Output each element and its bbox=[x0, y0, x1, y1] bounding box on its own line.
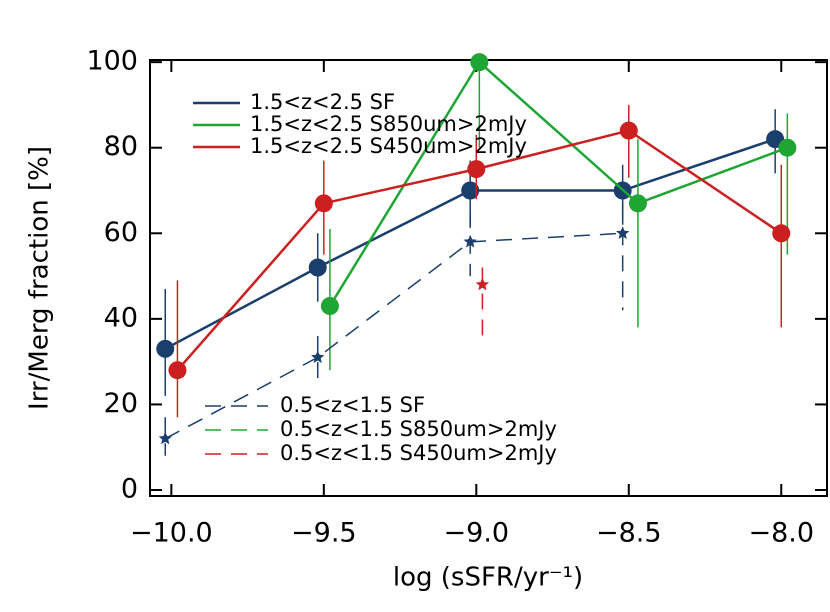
y-tick-label: 80 bbox=[104, 131, 138, 162]
marker bbox=[156, 339, 175, 358]
x-tick-label: −8.5 bbox=[596, 518, 662, 549]
legend-label: 1.5<z<2.5 S850um>2mJy bbox=[250, 112, 527, 136]
plot-frame bbox=[149, 59, 828, 497]
marker bbox=[619, 121, 638, 140]
star-marker bbox=[616, 226, 630, 239]
legend-label: 0.5<z<1.5 S850um>2mJy bbox=[280, 417, 557, 441]
series-line bbox=[164, 232, 623, 440]
marker bbox=[467, 160, 486, 179]
star-marker bbox=[311, 350, 325, 363]
x-tick-label: −10.0 bbox=[130, 518, 213, 549]
x-tick-label: −9.5 bbox=[291, 518, 357, 549]
legend-label: 1.5<z<2.5 S450um>2mJy bbox=[250, 134, 527, 158]
marker bbox=[168, 361, 187, 380]
marker bbox=[772, 224, 791, 243]
marker bbox=[308, 258, 327, 277]
marker bbox=[628, 194, 647, 213]
series-line bbox=[328, 60, 788, 307]
x-tick-label: −8.0 bbox=[748, 518, 814, 549]
legend-label: 0.5<z<1.5 SF bbox=[280, 393, 425, 417]
marker bbox=[320, 297, 339, 316]
y-axis-title: Irr/Merg fraction [%] bbox=[25, 146, 55, 410]
x-axis-title: log (sSFR/yr⁻¹) bbox=[393, 563, 583, 593]
legend-label: 0.5<z<1.5 S450um>2mJy bbox=[280, 441, 557, 465]
marker bbox=[778, 138, 797, 157]
x-tick-label: −9.0 bbox=[444, 518, 510, 549]
star-marker bbox=[475, 277, 490, 291]
y-tick-label: 0 bbox=[121, 474, 138, 505]
y-tick-label: 40 bbox=[104, 302, 138, 333]
y-tick-label: 20 bbox=[104, 388, 138, 419]
y-tick-label: 100 bbox=[86, 46, 138, 77]
star-marker bbox=[463, 234, 477, 248]
marker bbox=[314, 194, 333, 213]
y-tick-label: 60 bbox=[104, 217, 138, 248]
legend-label: 1.5<z<2.5 SF bbox=[250, 90, 395, 114]
marker bbox=[461, 181, 480, 200]
marker bbox=[470, 53, 489, 72]
star-marker bbox=[158, 431, 172, 445]
